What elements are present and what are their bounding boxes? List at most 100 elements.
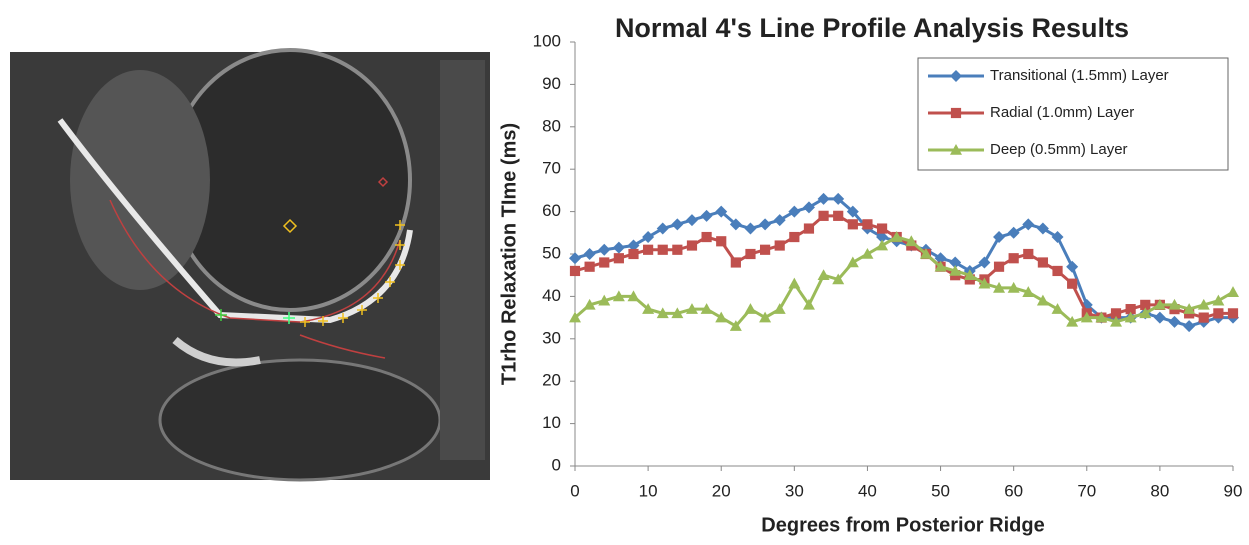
data-point [612, 290, 625, 302]
data-point [685, 214, 698, 227]
y-tick-label: 0 [552, 455, 561, 474]
series-line [574, 214, 1233, 320]
data-point [1080, 311, 1093, 323]
y-axis-label: T1rho Relaxation TIme (ms) [498, 123, 520, 385]
data-point [715, 311, 728, 323]
data-point [672, 244, 683, 255]
data-point [701, 231, 712, 243]
legend-label: Transitional (1.5mm) Layer [990, 67, 1169, 84]
data-point [949, 264, 962, 276]
data-point [744, 303, 757, 314]
data-point [1007, 226, 1020, 239]
data-point [1051, 231, 1064, 244]
data-point [569, 311, 581, 323]
y-tick-label: 10 [542, 413, 561, 432]
data-point [1124, 311, 1137, 323]
data-point [817, 192, 830, 205]
data-point [627, 239, 640, 252]
y-tick-label: 40 [542, 286, 561, 305]
mri-image [10, 48, 490, 482]
data-point [598, 294, 611, 306]
data-point [700, 209, 713, 222]
data-point [643, 244, 654, 255]
data-point [876, 223, 888, 234]
data-point [774, 240, 785, 251]
data-point [671, 218, 684, 231]
x-tick-label: 40 [858, 481, 877, 500]
data-point [613, 253, 624, 264]
data-point [832, 273, 845, 285]
data-point [1095, 311, 1108, 323]
data-point [1067, 278, 1078, 289]
data-point [905, 235, 918, 247]
data-point [1023, 248, 1034, 260]
x-axis-label: Degrees from Posterior Ridge [761, 514, 1044, 536]
data-point [716, 236, 727, 247]
data-point [583, 298, 596, 310]
data-point [1168, 298, 1181, 310]
data-point [802, 201, 815, 214]
legend-marker [950, 107, 962, 119]
data-point [1051, 303, 1064, 314]
data-point [686, 240, 698, 251]
data-point [876, 239, 889, 251]
data-point [978, 256, 991, 269]
data-point [1036, 294, 1049, 306]
data-point [1066, 315, 1079, 327]
data-point [745, 248, 756, 260]
data-point [1052, 265, 1063, 277]
data-point [788, 205, 801, 218]
data-point [934, 260, 947, 272]
data-point [1125, 304, 1136, 315]
data-point [802, 298, 815, 310]
x-tick-label: 80 [1150, 481, 1169, 500]
data-point [1213, 308, 1224, 319]
data-point [789, 231, 800, 243]
data-point [1007, 281, 1020, 293]
y-tick-label: 100 [533, 31, 561, 50]
data-point [861, 248, 874, 259]
data-point [656, 307, 669, 319]
data-point [1183, 320, 1196, 333]
data-point [890, 231, 903, 242]
legend-label: Radial (1.0mm) Layer [990, 104, 1134, 121]
series-line [574, 197, 1233, 328]
data-point [1066, 260, 1079, 273]
data-point [934, 252, 947, 265]
x-tick-label: 10 [639, 481, 658, 500]
data-point [1110, 315, 1123, 327]
x-tick-label: 60 [1004, 481, 1023, 500]
data-point [993, 261, 1005, 272]
data-point [862, 219, 873, 230]
data-point [846, 256, 859, 268]
series-line [574, 235, 1234, 329]
data-point [759, 311, 772, 323]
data-point [978, 277, 991, 289]
data-point [1183, 303, 1196, 314]
data-point [1022, 218, 1035, 231]
data-point [949, 256, 962, 269]
data-point [1110, 308, 1122, 319]
x-tick-label: 50 [931, 481, 950, 500]
data-point [1036, 222, 1049, 235]
data-point [1227, 308, 1239, 319]
data-point [642, 303, 655, 314]
legend-label: Deep (0.5mm) Layer [990, 141, 1128, 158]
data-point [1037, 257, 1049, 268]
data-point [656, 222, 669, 235]
data-point [1008, 253, 1019, 264]
data-point [773, 214, 786, 227]
data-point [832, 192, 845, 205]
data-point [773, 303, 786, 314]
data-point [1139, 307, 1152, 319]
data-point [729, 320, 742, 331]
data-point [788, 277, 801, 289]
data-point [1198, 312, 1209, 323]
data-point [715, 205, 728, 218]
chart-title: Normal 4's Line Profile Analysis Results [615, 13, 1129, 43]
data-point [700, 303, 713, 314]
data-point [919, 248, 932, 259]
data-point [599, 257, 610, 268]
